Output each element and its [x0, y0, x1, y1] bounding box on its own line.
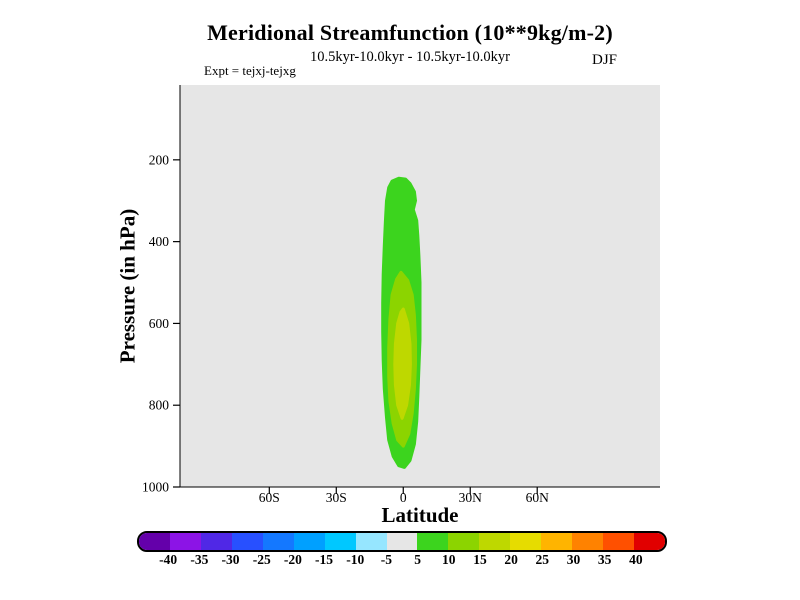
y-tick-label: 400 [149, 234, 170, 249]
x-tick-label: 60N [526, 490, 550, 505]
chart-title: Meridional Streamfunction (10**9kg/m-2) [207, 20, 613, 45]
colorbar-segment [448, 533, 480, 550]
colorbar-label: 15 [473, 552, 487, 567]
colorbar-segment [386, 533, 418, 550]
colorbar-label: -35 [190, 552, 209, 567]
colorbar-segment [262, 533, 294, 550]
colorbar-segment [603, 533, 634, 550]
x-tick-label: 0 [400, 490, 407, 505]
colorbar-segment [293, 533, 325, 550]
x-axis-label: Latitude [381, 503, 459, 527]
colorbar-label: -10 [346, 552, 365, 567]
y-tick-label: 1000 [142, 480, 169, 495]
colorbar-segment [169, 533, 201, 550]
colorbar-segment [231, 533, 263, 550]
y-tick-label: 800 [149, 398, 170, 413]
colorbar-segment [139, 533, 170, 550]
colorbar-label: 25 [535, 552, 550, 567]
colorbar-label: -15 [315, 552, 334, 567]
colorbar-segment [417, 533, 449, 550]
colorbar-label: 10 [442, 552, 456, 567]
colorbar-label: 40 [629, 552, 643, 567]
colorbar-segment [510, 533, 542, 550]
contour-level-15 [393, 307, 412, 420]
colorbar-label: 35 [597, 552, 612, 567]
colorbar-label: -20 [283, 552, 302, 567]
experiment-label: Expt = tejxj-tejxg [204, 63, 296, 78]
colorbar-segment [541, 533, 573, 550]
colorbar-segment [200, 533, 232, 550]
chart-subtitle: 10.5kyr-10.0kyr - 10.5kyr-10.0kyr [310, 49, 510, 65]
x-tick-label: 60S [259, 490, 280, 505]
colorbar-segment [324, 533, 356, 550]
x-tick-label: 30S [326, 490, 347, 505]
colorbar-segment [355, 533, 387, 550]
colorbar-label: 20 [504, 552, 518, 567]
colorbar-label: -40 [159, 552, 178, 567]
colorbar-label: 5 [414, 552, 421, 567]
colorbar-label: 30 [566, 552, 581, 567]
x-tick-label: 30N [459, 490, 483, 505]
colorbar-label: -30 [221, 552, 240, 567]
colorbar-segment [479, 533, 511, 550]
colorbar-segment [572, 533, 604, 550]
colorbar-segment [634, 533, 665, 550]
colorbar [137, 531, 667, 552]
colorbar-label: -25 [252, 552, 271, 567]
y-tick-label: 600 [149, 316, 170, 331]
colorbar-label: -5 [380, 552, 393, 567]
season-label: DJF [592, 52, 618, 68]
y-tick-label: 200 [149, 152, 170, 167]
